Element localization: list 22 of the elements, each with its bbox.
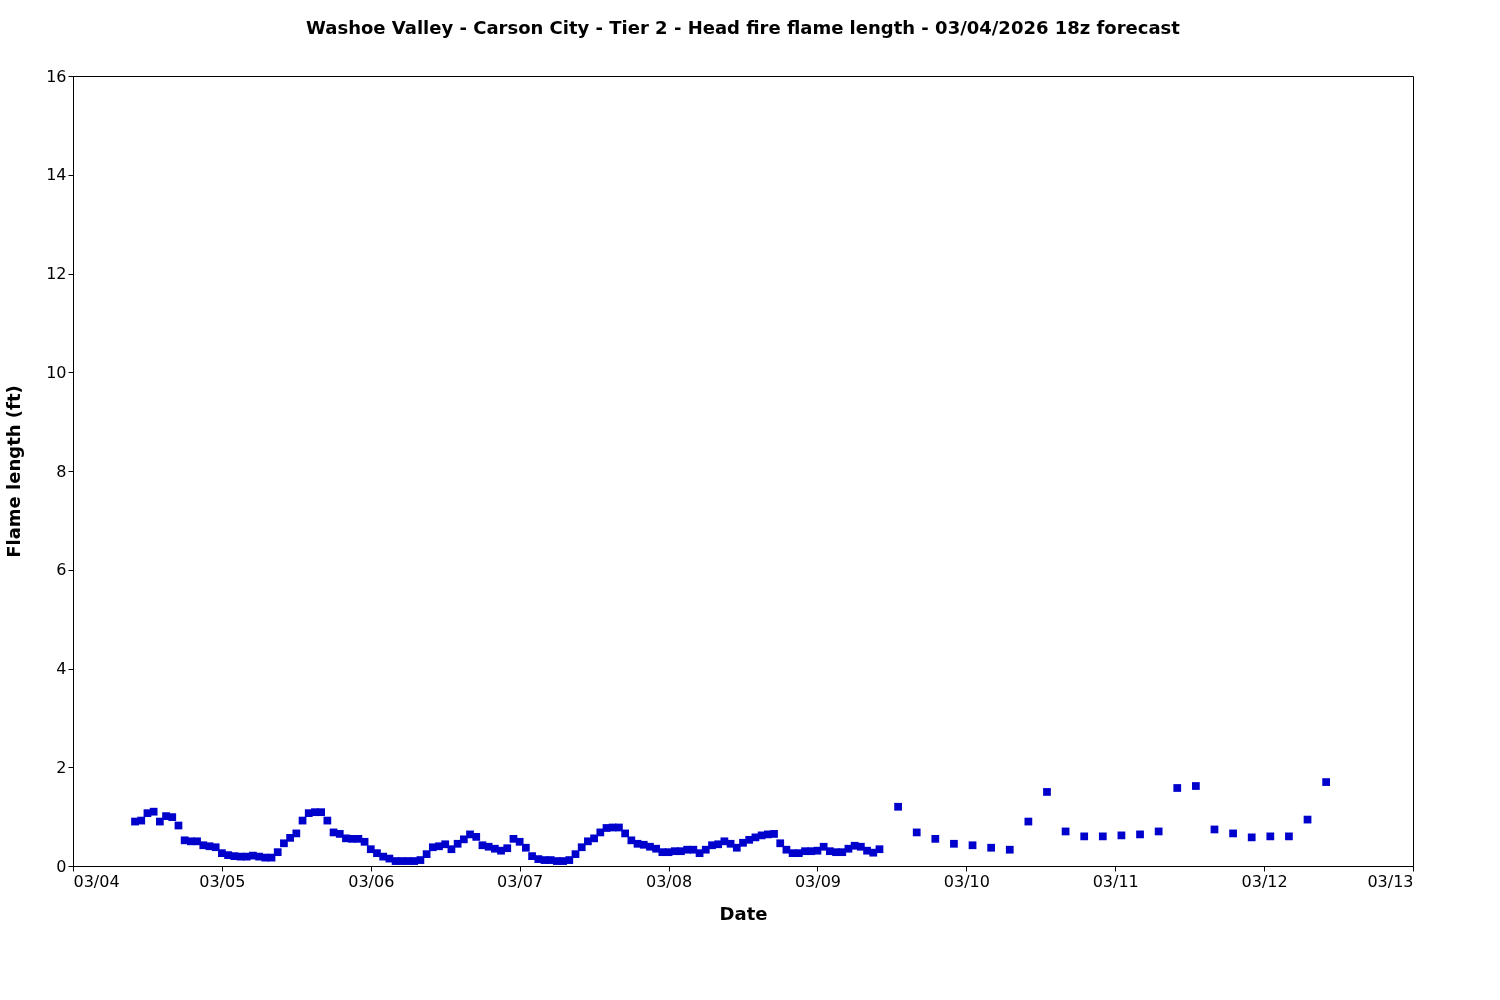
y-tick-label: 4 bbox=[56, 659, 67, 678]
x-tick-label: 03/07 bbox=[497, 871, 544, 891]
y-tick-label: 12 bbox=[46, 264, 67, 283]
x-tick-label: 03/08 bbox=[646, 871, 693, 891]
x-tick-label: 03/12 bbox=[1241, 871, 1288, 891]
y-tick-label: 8 bbox=[56, 461, 67, 481]
y-tick-label: 2 bbox=[56, 757, 67, 777]
y-tick-label: 6 bbox=[56, 560, 67, 580]
y-tick-label: 14 bbox=[46, 165, 67, 185]
x-tick-label: 03/06 bbox=[348, 871, 395, 891]
x-tick-label: 03/09 bbox=[794, 871, 841, 891]
y-tick-label: 0 bbox=[56, 856, 67, 876]
y-tick-label: 16 bbox=[46, 66, 67, 86]
x-axis-title: Date bbox=[719, 902, 768, 924]
x-tick-label: 03/04 bbox=[73, 871, 120, 891]
y-tick-label: 10 bbox=[46, 362, 67, 382]
x-tick-label: 03/10 bbox=[943, 871, 990, 891]
chart-title: Washoe Valley - Carson City - Tier 2 - Head fire flame length - 03/04/2026 18z forecast bbox=[306, 17, 1181, 38]
x-tick-label: 03/11 bbox=[1092, 871, 1139, 891]
x-tick-label: 03/13 bbox=[1367, 871, 1414, 891]
x-tick-label: 03/05 bbox=[199, 871, 246, 891]
y-axis-title: Flame length (ft) bbox=[3, 385, 25, 558]
